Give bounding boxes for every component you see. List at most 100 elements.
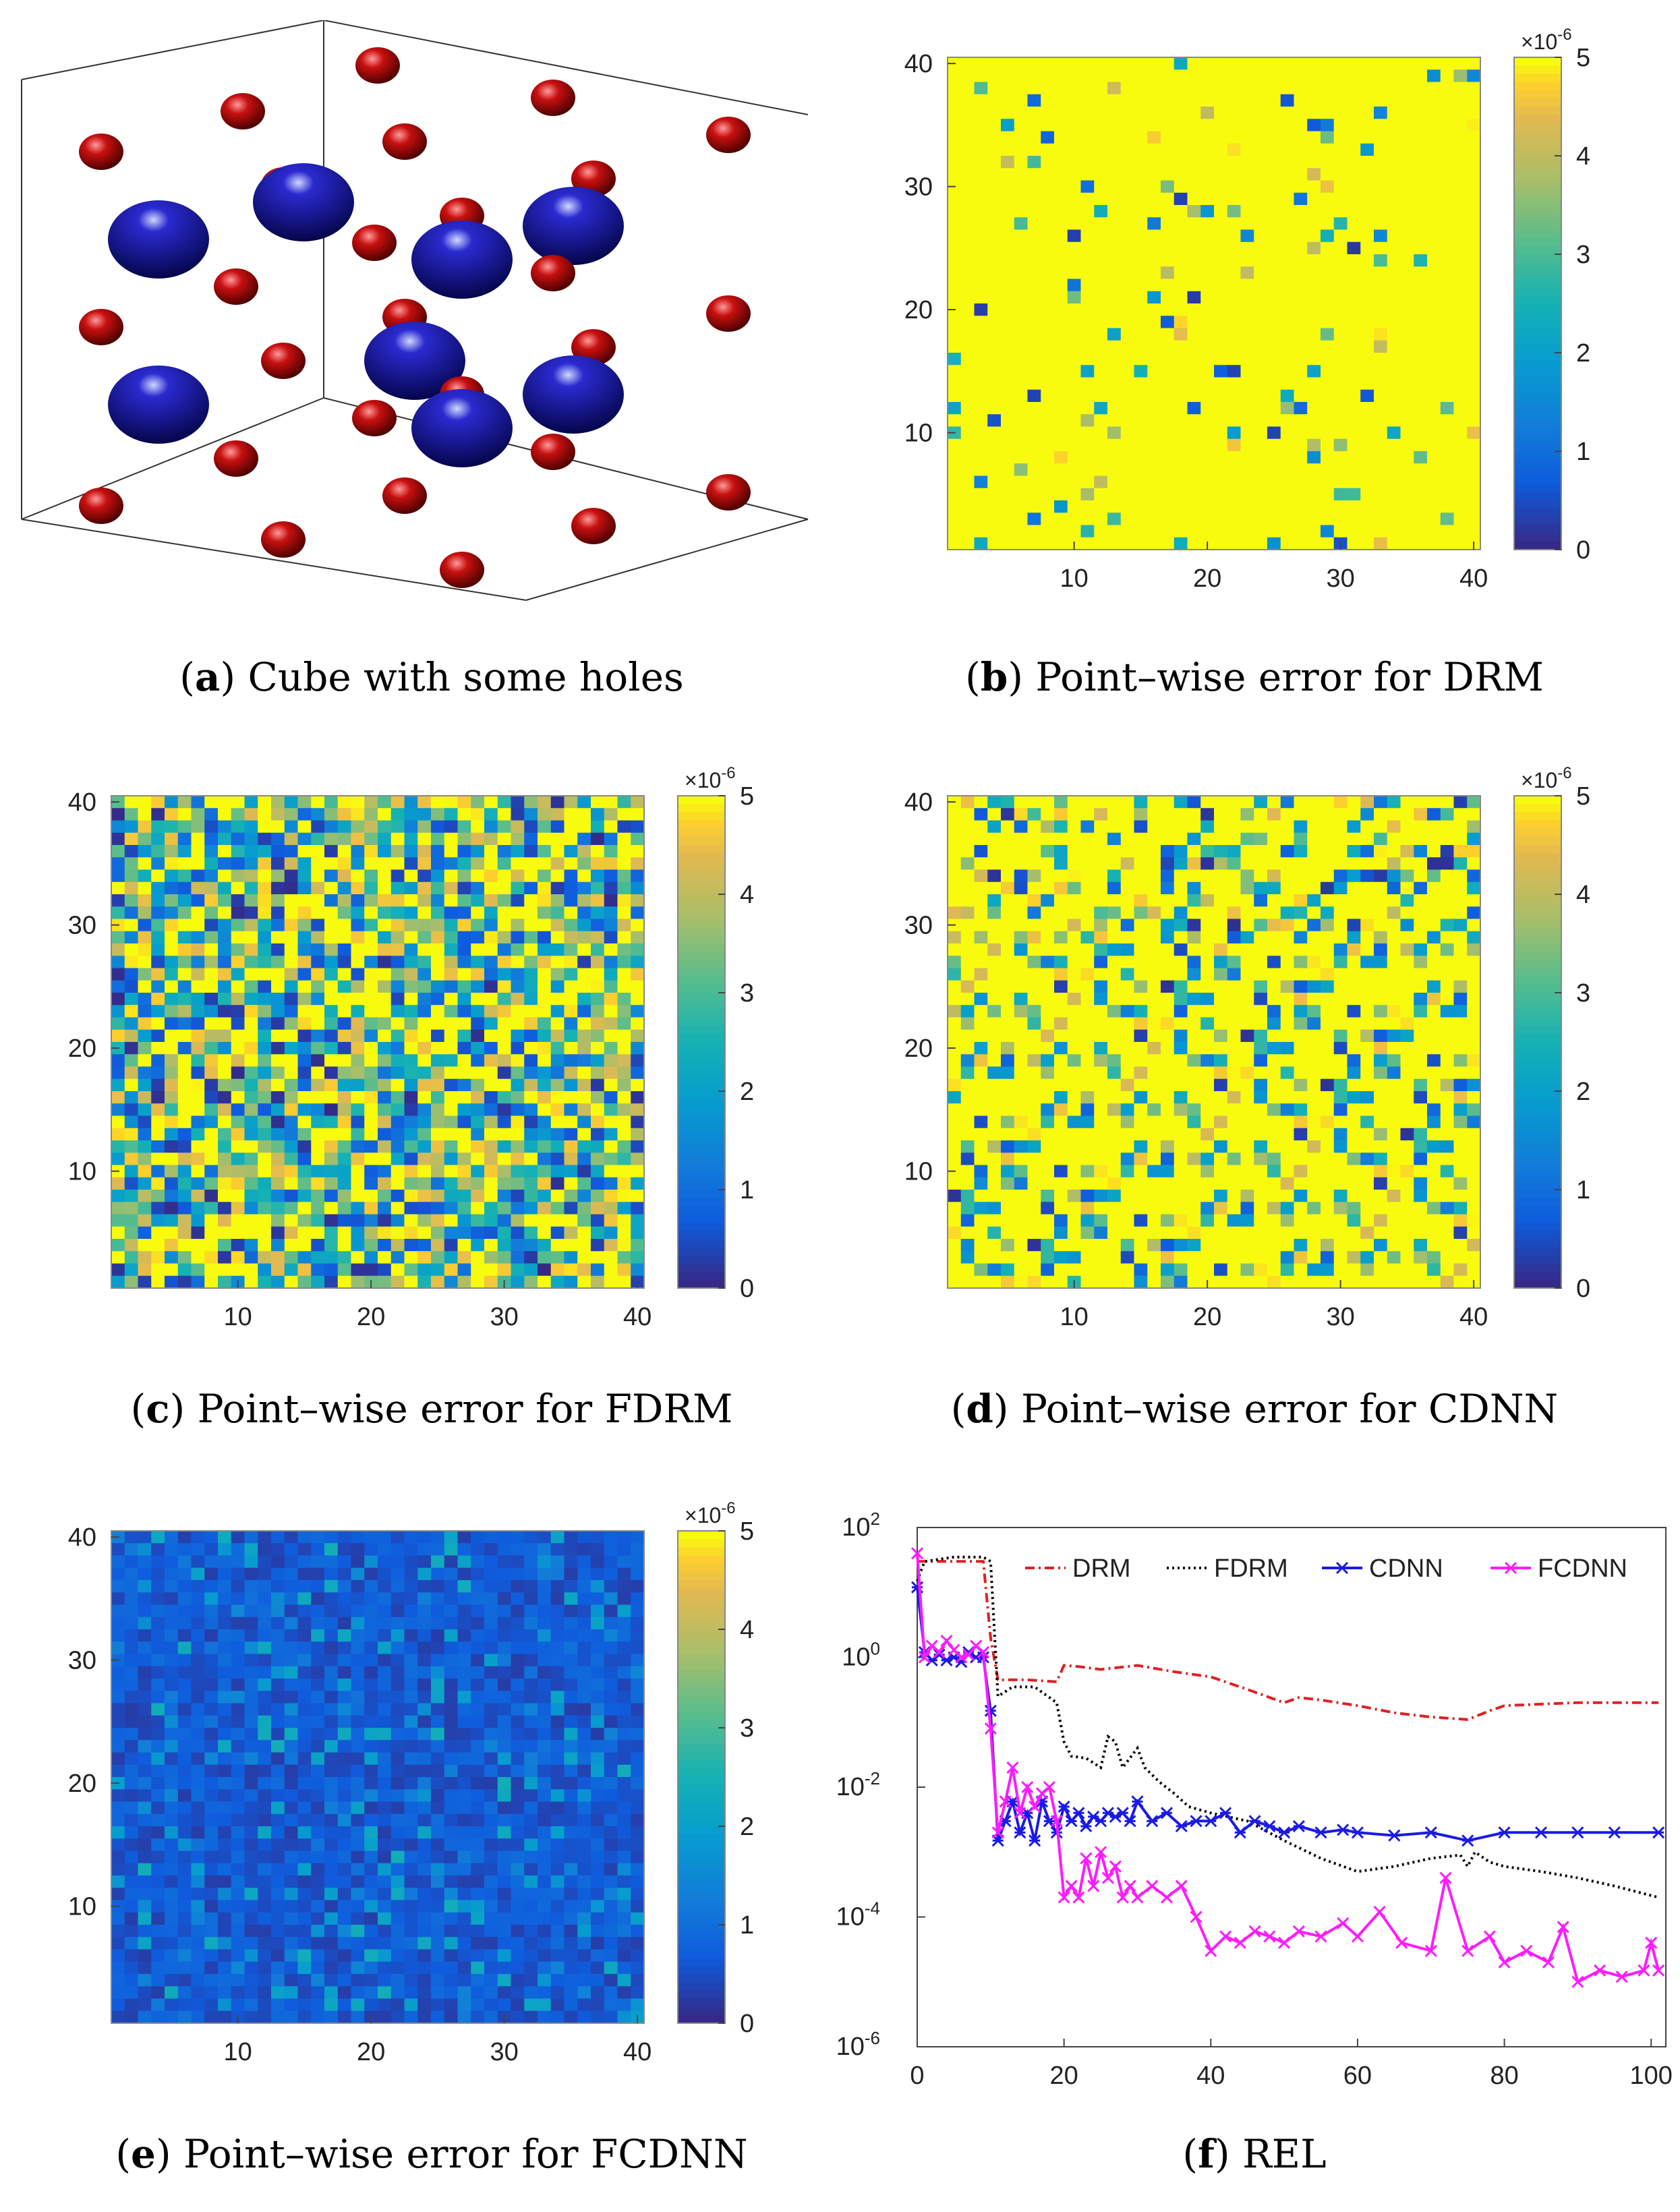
heatmap-cell <box>258 943 272 956</box>
heatmap-cell <box>960 353 975 366</box>
heatmap-cell <box>1067 438 1082 452</box>
heatmap-cell <box>337 1066 352 1080</box>
heatmap-cell <box>1161 845 1175 858</box>
heatmap-cell <box>1041 266 1055 280</box>
heatmap-cell <box>1227 377 1242 390</box>
heatmap-cell <box>1174 943 1188 956</box>
heatmap-cell <box>550 1091 565 1104</box>
heatmap-cell <box>1294 241 1308 255</box>
heatmap-cell <box>1174 205 1188 218</box>
heatmap-cell <box>511 931 525 944</box>
heatmap-cell <box>1360 291 1374 304</box>
heatmap-cell <box>1400 894 1414 907</box>
heatmap-cell <box>1387 1214 1401 1227</box>
heatmap-cell <box>1161 1078 1175 1092</box>
heatmap-cell <box>177 1226 192 1240</box>
heatmap-cell <box>1280 968 1295 981</box>
heatmap-cell <box>177 1128 192 1141</box>
heatmap-cell <box>1400 488 1414 501</box>
heatmap-cell <box>1027 82 1041 95</box>
heatmap-cell <box>1360 143 1374 156</box>
heatmap-cell <box>1400 229 1414 243</box>
colorbar-step <box>678 1140 725 1149</box>
heatmap-cell <box>258 1177 272 1190</box>
heatmap-cell <box>1054 820 1068 834</box>
heatmap-cell <box>1120 1165 1135 1178</box>
heatmap-cell <box>604 1202 618 1215</box>
heatmap-cell <box>1400 500 1414 513</box>
heatmap-cell <box>1280 1251 1295 1264</box>
colorbar-step <box>678 1025 725 1035</box>
heatmap-cell <box>417 1005 432 1018</box>
heatmap-cell <box>231 1177 245 1190</box>
heatmap-cell <box>1294 1091 1308 1104</box>
heatmap-cell <box>1094 353 1108 366</box>
heatmap-cell <box>1134 426 1148 440</box>
heatmap-cell <box>948 1128 962 1141</box>
heatmap-cell <box>1387 217 1401 231</box>
heatmap-cell <box>1387 1153 1401 1166</box>
heatmap-cell <box>378 796 392 809</box>
heatmap-cell <box>550 894 565 907</box>
heatmap-cell <box>1094 1029 1108 1043</box>
heatmap-cell <box>1347 353 1361 366</box>
heatmap-cell <box>337 1177 352 1190</box>
heatmap-cell <box>948 266 962 280</box>
red-sphere <box>382 123 427 160</box>
heatmap-cell <box>284 1275 299 1289</box>
heatmap-cell <box>1080 845 1095 858</box>
heatmap-cell <box>1187 365 1201 378</box>
heatmap-cell <box>404 906 418 920</box>
heatmap-cell <box>1453 1214 1468 1227</box>
heatmap-cell <box>1080 241 1095 255</box>
cube-edge <box>21 397 324 520</box>
heatmap-cell <box>111 1005 125 1018</box>
heatmap-cell <box>431 832 445 846</box>
heatmap-cell <box>1120 69 1135 83</box>
x-tick-label: 10 <box>223 1303 252 1331</box>
heatmap-cell <box>417 1226 432 1240</box>
heatmap-cell <box>987 943 1002 956</box>
heatmap-cell <box>1254 943 1268 956</box>
heatmap-cell <box>1280 1226 1295 1240</box>
heatmap-cell <box>550 1165 565 1178</box>
heatmap-cell <box>284 1153 299 1166</box>
heatmap-cell <box>457 931 471 944</box>
heatmap-cell <box>337 1263 352 1277</box>
heatmap-cell <box>177 1029 192 1043</box>
heatmap-cell <box>1134 832 1148 846</box>
heatmap-cell <box>351 881 365 895</box>
heatmap-cell <box>564 1190 578 1202</box>
heatmap-cell <box>1014 1128 1029 1141</box>
heatmap-cell <box>1307 94 1321 107</box>
heatmap-cell <box>1360 931 1374 944</box>
heatmap-cell <box>364 1128 378 1141</box>
heatmap-cell <box>497 1128 512 1141</box>
heatmap-cell <box>497 956 512 969</box>
heatmap-cell <box>538 1202 552 1215</box>
heatmap-cell <box>1374 451 1388 464</box>
heatmap-cell <box>948 980 962 993</box>
heatmap-cell <box>1054 857 1068 871</box>
heatmap-cell <box>1240 1239 1254 1252</box>
heatmap-cell <box>604 943 618 956</box>
heatmap-cell <box>1427 217 1441 231</box>
heatmap-cell <box>124 1214 139 1227</box>
heatmap-cell <box>987 1140 1002 1153</box>
heatmap-cell <box>1240 943 1254 956</box>
heatmap-cell <box>457 1190 471 1202</box>
heatmap-cell <box>364 857 378 871</box>
heatmap-cell <box>1307 857 1321 871</box>
heatmap-cell <box>631 993 645 1006</box>
heatmap-cell <box>1440 414 1455 428</box>
heatmap-cell <box>1147 82 1161 95</box>
heatmap-cell <box>271 869 285 883</box>
heatmap-cell <box>191 1226 205 1240</box>
heatmap-cell <box>591 1251 605 1264</box>
heatmap-cell <box>1187 205 1201 218</box>
heatmap-cell <box>444 1115 459 1129</box>
heatmap-cell <box>1094 438 1108 452</box>
heatmap-cell <box>1240 1103 1254 1117</box>
heatmap-cell <box>511 1202 525 1215</box>
heatmap-cell <box>1307 463 1321 477</box>
